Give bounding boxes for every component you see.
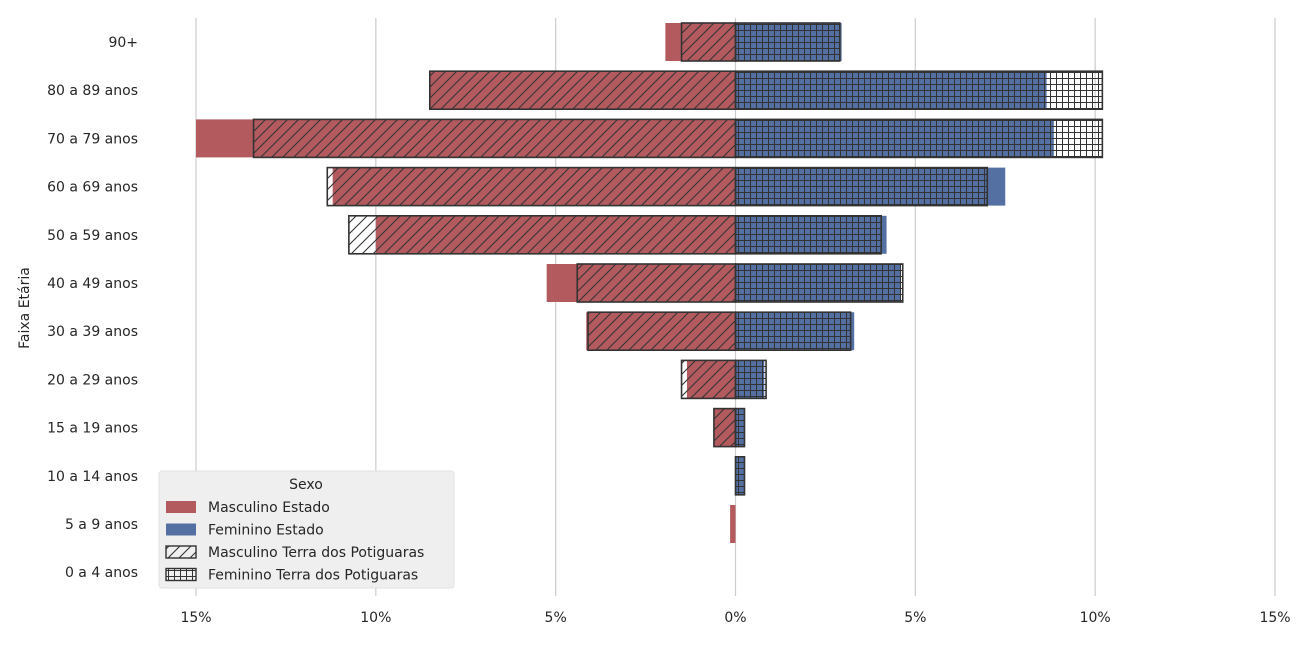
x-tick-label: 15% bbox=[180, 610, 211, 626]
bar-right-potiguaras bbox=[734, 118, 1104, 159]
legend-background bbox=[158, 470, 455, 589]
grid-layer bbox=[195, 18, 1276, 596]
y-tick-label: 90+ bbox=[108, 35, 138, 51]
bar-right-potiguaras bbox=[734, 70, 1104, 110]
legend: Sexo Masculino Estado Feminino Estado Masc… bbox=[158, 470, 455, 589]
y-tick-label: 50 a 59 anos bbox=[47, 228, 138, 244]
x-tick-label: 5% bbox=[545, 610, 567, 626]
x-tick-label: 15% bbox=[1259, 610, 1290, 626]
legend-swatch bbox=[166, 523, 196, 536]
bar-left-potiguaras bbox=[713, 407, 737, 448]
bar-right-potiguaras bbox=[734, 215, 882, 255]
y-tick-label: 20 a 29 anos bbox=[47, 372, 138, 388]
legend-swatch bbox=[165, 567, 197, 582]
y-tick-label: 40 a 49 anos bbox=[47, 276, 138, 292]
bar-right-potiguaras bbox=[734, 359, 767, 400]
bar-left-potiguaras bbox=[680, 359, 737, 400]
y-tick-label: 70 a 79 anos bbox=[47, 131, 138, 147]
bar-right-potiguaras bbox=[734, 455, 746, 496]
y-tick-label: 5 a 9 anos bbox=[65, 517, 138, 533]
bar-left-potiguaras bbox=[576, 263, 737, 303]
x-tick-label: 10% bbox=[360, 610, 391, 626]
bar-right-potiguaras bbox=[734, 263, 904, 303]
x-tick-label: 10% bbox=[1080, 610, 1111, 626]
x-tick-label: 5% bbox=[904, 610, 926, 626]
bar-left-potiguaras bbox=[680, 22, 737, 62]
y-tick-label: 80 a 89 anos bbox=[47, 83, 138, 99]
bar-right-potiguaras bbox=[734, 22, 841, 62]
legend-swatch bbox=[166, 501, 196, 513]
bar-left-potiguaras bbox=[326, 166, 737, 207]
hatched-bars-layer bbox=[252, 22, 1104, 496]
bar-right-potiguaras bbox=[734, 407, 746, 448]
bar-right-potiguaras bbox=[734, 311, 852, 352]
bar-left-estado bbox=[730, 505, 736, 543]
y-tick-label: 0 a 4 anos bbox=[65, 565, 138, 581]
bar-left-potiguaras bbox=[252, 118, 737, 159]
x-tick-label: 0% bbox=[724, 610, 746, 626]
bar-left-potiguaras bbox=[587, 311, 737, 352]
legend-item-label: Feminino Terra dos Potiguaras bbox=[208, 568, 418, 584]
y-tick-label: 15 a 19 anos bbox=[47, 421, 138, 437]
axis-layer: 15% 10% 5% 0% 5% 10% 15% 90+ 80 a 89 anos 70 a 79… bbox=[47, 35, 1290, 626]
legend-title: Sexo bbox=[289, 477, 323, 493]
legend-swatch bbox=[165, 545, 197, 559]
bar-left-potiguaras bbox=[348, 215, 737, 255]
y-axis-label: Faixa Etária bbox=[17, 267, 33, 349]
bar-left-potiguaras bbox=[428, 70, 737, 110]
legend-item-label: Masculino Estado bbox=[208, 500, 330, 516]
bar-right-potiguaras bbox=[734, 166, 989, 207]
legend-item-label: Masculino Terra dos Potiguaras bbox=[208, 545, 424, 561]
y-tick-label: 60 a 69 anos bbox=[47, 180, 138, 196]
y-tick-label: 30 a 39 anos bbox=[47, 324, 138, 340]
legend-item-label: Feminino Estado bbox=[208, 523, 324, 539]
y-tick-label: 10 a 14 anos bbox=[47, 469, 138, 485]
